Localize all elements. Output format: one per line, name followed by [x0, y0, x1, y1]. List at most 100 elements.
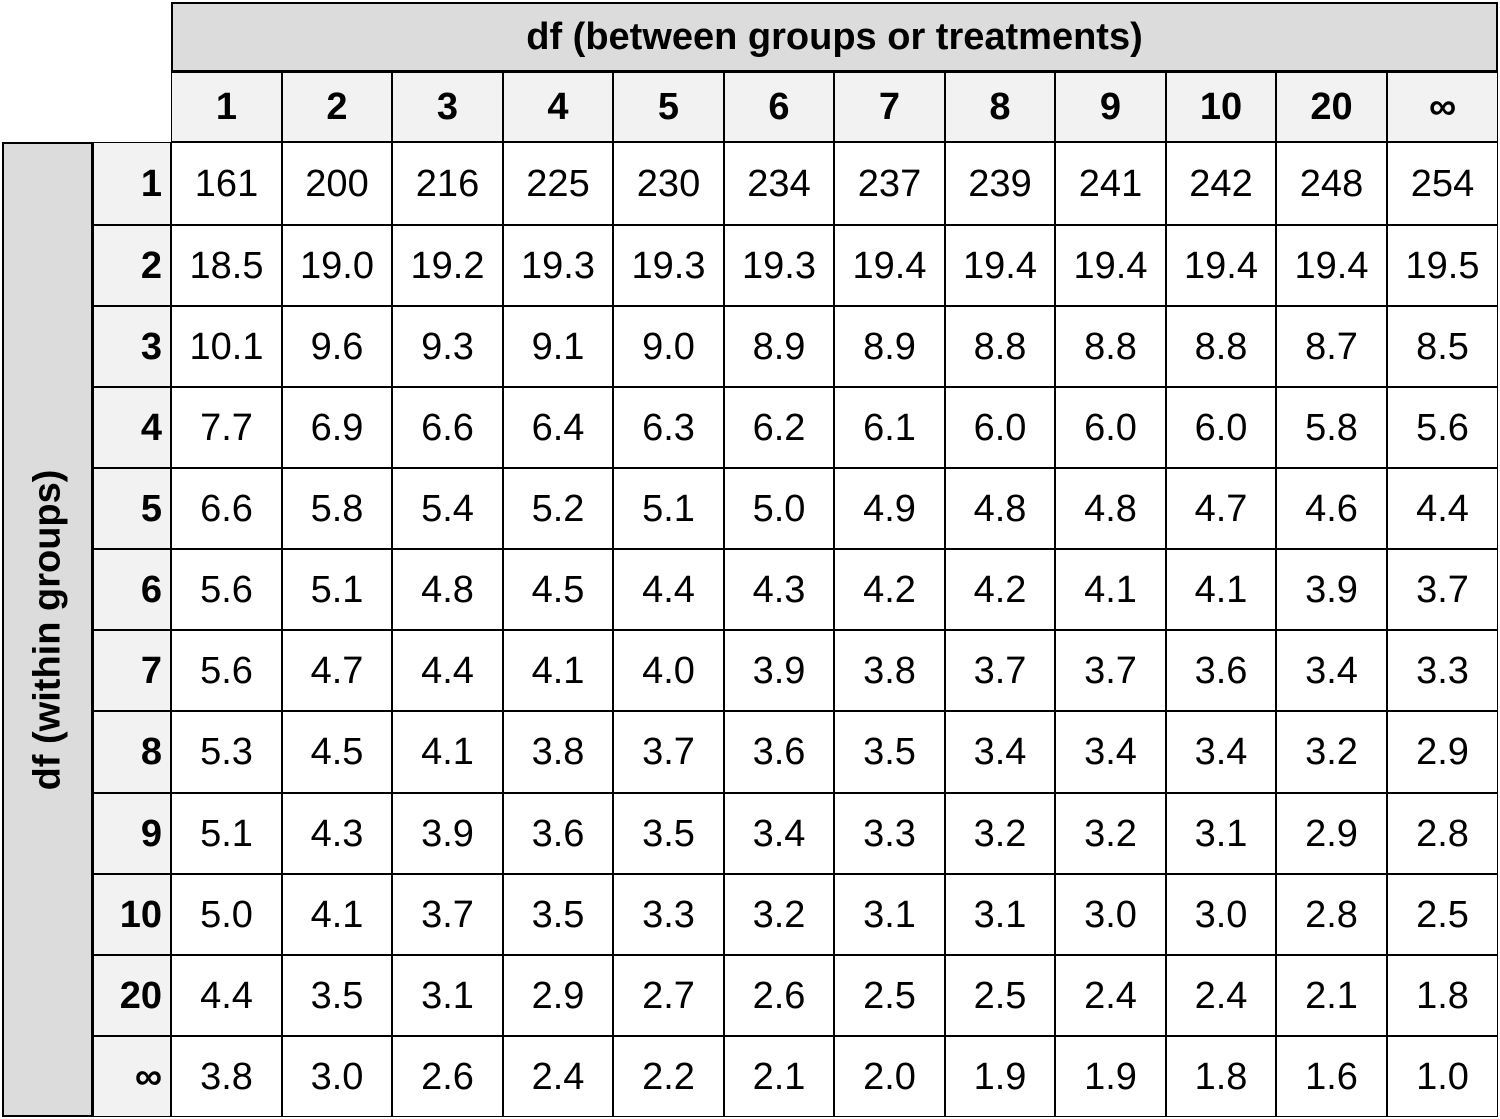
table-cell: 3.1 [1166, 793, 1276, 874]
table-cell: 2.5 [834, 955, 945, 1036]
table-cell: 4.8 [1055, 468, 1166, 549]
row-header: 5 [93, 468, 171, 549]
row-header: 20 [93, 955, 171, 1036]
row-header: 3 [93, 306, 171, 387]
table-cell: 3.6 [503, 793, 613, 874]
table-cell: 6.9 [282, 387, 392, 468]
table-cell: 3.7 [1055, 630, 1166, 711]
table-cell: 234 [724, 142, 834, 225]
table-cell: 1.6 [1276, 1036, 1387, 1117]
table-cell: 8.8 [1166, 306, 1276, 387]
table-cell: 2.9 [1387, 711, 1498, 793]
table-cell: 2.2 [613, 1036, 724, 1117]
table-cell: 4.7 [282, 630, 392, 711]
row-group-header: df (within groups) [2, 142, 93, 1117]
table-cell: 5.2 [503, 468, 613, 549]
table-cell: 3.7 [392, 874, 503, 955]
table-cell: 4.9 [834, 468, 945, 549]
table-cell: 1.0 [1387, 1036, 1498, 1117]
table-cell: 1.9 [1055, 1036, 1166, 1117]
table-cell: 3.7 [613, 711, 724, 793]
table-cell: 4.4 [392, 630, 503, 711]
row-header: ∞ [93, 1036, 171, 1117]
column-header: 6 [724, 72, 834, 142]
table-cell: 5.6 [171, 630, 282, 711]
table-cell: 2.1 [1276, 955, 1387, 1036]
row-header: 6 [93, 549, 171, 630]
column-header: 8 [945, 72, 1055, 142]
table-cell: 6.0 [1055, 387, 1166, 468]
table-cell: 3.4 [724, 793, 834, 874]
table-cell: 4.5 [503, 549, 613, 630]
table-cell: 6.6 [171, 468, 282, 549]
table-cell: 2.8 [1387, 793, 1498, 874]
table-cell: 3.5 [613, 793, 724, 874]
table-cell: 19.0 [282, 225, 392, 306]
table-cell: 5.3 [171, 711, 282, 793]
table-cell: 3.8 [171, 1036, 282, 1117]
table-cell: 161 [171, 142, 282, 225]
table-cell: 3.2 [1276, 711, 1387, 793]
table-cell: 3.0 [1166, 874, 1276, 955]
table-cell: 9.6 [282, 306, 392, 387]
table-cell: 6.0 [945, 387, 1055, 468]
table-cell: 2.4 [1166, 955, 1276, 1036]
table-cell: 3.6 [724, 711, 834, 793]
table-cell: 4.4 [1387, 468, 1498, 549]
table-cell: 8.8 [1055, 306, 1166, 387]
row-header: 9 [93, 793, 171, 874]
row-header: 8 [93, 711, 171, 793]
table-cell: 3.2 [945, 793, 1055, 874]
table-cell: 225 [503, 142, 613, 225]
table-cell: 5.4 [392, 468, 503, 549]
table-cell: 2.6 [392, 1036, 503, 1117]
table-cell: 3.2 [1055, 793, 1166, 874]
table-cell: 1.8 [1166, 1036, 1276, 1117]
table-cell: 3.1 [392, 955, 503, 1036]
table-cell: 19.5 [1387, 225, 1498, 306]
table-cell: 3.6 [1166, 630, 1276, 711]
table-cell: 4.6 [1276, 468, 1387, 549]
row-header: 10 [93, 874, 171, 955]
table-cell: 239 [945, 142, 1055, 225]
row-header: 4 [93, 387, 171, 468]
column-header: 9 [1055, 72, 1166, 142]
table-cell: 1.8 [1387, 955, 1498, 1036]
table-cell: 6.2 [724, 387, 834, 468]
table-cell: 2.5 [945, 955, 1055, 1036]
column-header: 5 [613, 72, 724, 142]
table-cell: 5.1 [171, 793, 282, 874]
table-cell: 254 [1387, 142, 1498, 225]
table-cell: 4.1 [1166, 549, 1276, 630]
table-cell: 4.1 [503, 630, 613, 711]
table-cell: 3.1 [834, 874, 945, 955]
row-header: 7 [93, 630, 171, 711]
table-cell: 5.0 [171, 874, 282, 955]
column-header: 1 [171, 72, 282, 142]
table-cell: 3.4 [1166, 711, 1276, 793]
table-cell: 4.4 [171, 955, 282, 1036]
table-cell: 3.0 [282, 1036, 392, 1117]
column-group-header: df (between groups or treatments) [171, 2, 1498, 72]
table-cell: 4.8 [945, 468, 1055, 549]
table-cell: 8.7 [1276, 306, 1387, 387]
table-cell: 5.8 [282, 468, 392, 549]
table-cell: 1.9 [945, 1036, 1055, 1117]
table-cell: 19.4 [834, 225, 945, 306]
table-cell: 7.7 [171, 387, 282, 468]
column-header: 3 [392, 72, 503, 142]
table-cell: 3.3 [613, 874, 724, 955]
table-cell: 18.5 [171, 225, 282, 306]
table-cell: 4.5 [282, 711, 392, 793]
table-cell: 5.1 [613, 468, 724, 549]
table-cell: 3.4 [1055, 711, 1166, 793]
table-cell: 19.4 [1055, 225, 1166, 306]
table-cell: 4.1 [1055, 549, 1166, 630]
table-cell: 4.1 [392, 711, 503, 793]
row-header: 1 [93, 142, 171, 225]
table-cell: 248 [1276, 142, 1387, 225]
table-cell: 2.9 [503, 955, 613, 1036]
column-header: 20 [1276, 72, 1387, 142]
table-cell: 2.4 [503, 1036, 613, 1117]
table-cell: 2.4 [1055, 955, 1166, 1036]
